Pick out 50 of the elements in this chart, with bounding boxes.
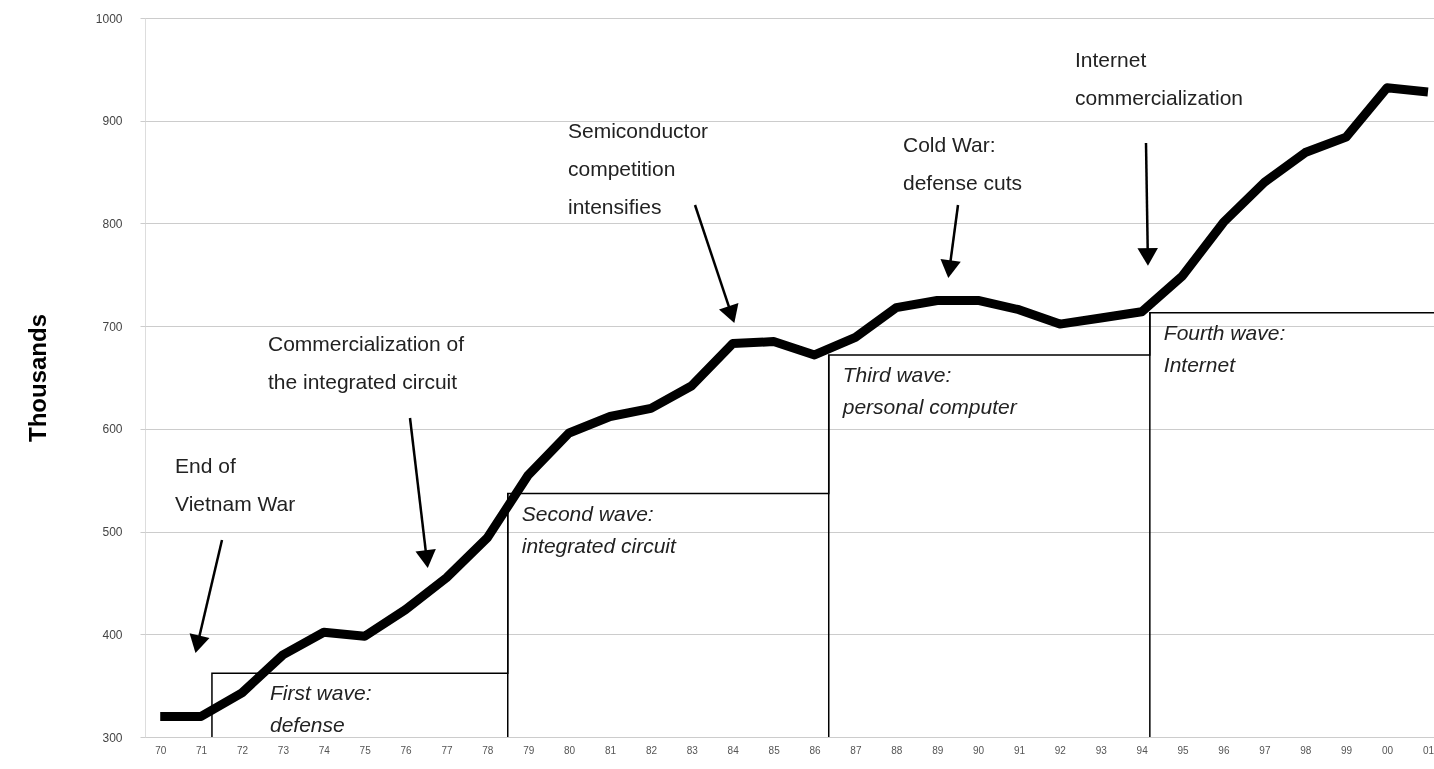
annotation: End of Vietnam War xyxy=(175,454,296,515)
x-tick-label: 82 xyxy=(645,744,658,756)
x-tick-label: 78 xyxy=(482,744,494,756)
y-tick-label: 900 xyxy=(102,114,123,129)
x-tick-label: 70 xyxy=(155,744,167,756)
x-tick-label: 72 xyxy=(236,744,249,756)
x-tick-label: 98 xyxy=(1300,744,1312,756)
annotation: Third wave: personal computer xyxy=(841,362,1018,418)
annotation: Semiconductor competition intensifies xyxy=(568,119,709,218)
x-tick-label: 83 xyxy=(686,744,699,756)
annotation: First wave: defense xyxy=(269,681,372,737)
x-tick-label: 90 xyxy=(973,744,985,756)
x-tick-label: 76 xyxy=(400,744,413,756)
x-tick-label: 79 xyxy=(523,744,535,756)
x-tick-label: 99 xyxy=(1341,744,1353,756)
annotation: Second wave: integrated circuit xyxy=(521,501,677,557)
x-tick-label: 95 xyxy=(1177,744,1190,756)
annotation: Internet commercialization xyxy=(1075,48,1244,109)
x-tick-label: 71 xyxy=(196,744,208,756)
x-tick-label: 88 xyxy=(891,744,903,756)
x-tick-label: 80 xyxy=(564,744,576,756)
y-tick-label: 700 xyxy=(102,319,123,334)
x-tick-label: 85 xyxy=(768,744,781,756)
annotation: Fourth wave: Internet xyxy=(1163,320,1286,376)
y-axis-title: Thousands xyxy=(23,313,51,443)
x-tick-label: 89 xyxy=(932,744,944,756)
x-tick-label: 91 xyxy=(1013,744,1026,756)
x-tick-label: 86 xyxy=(809,744,822,756)
y-tick-label: 500 xyxy=(102,525,123,540)
x-tick-label: 96 xyxy=(1218,744,1230,756)
y-tick-label: 800 xyxy=(102,216,123,231)
x-tick-label: 97 xyxy=(1259,744,1271,756)
y-tick-label: 1000 xyxy=(95,11,123,26)
x-tick-label: 84 xyxy=(727,744,740,756)
x-tick-label: 87 xyxy=(850,744,862,756)
x-tick-label: 00 xyxy=(1381,744,1394,756)
x-tick-label: 01 xyxy=(1422,744,1434,756)
x-tick-label: 74 xyxy=(318,744,331,756)
y-tick-label: 400 xyxy=(102,627,123,642)
x-tick-label: 93 xyxy=(1095,744,1108,756)
annotation: Commercialization of the integrated circuit xyxy=(268,332,465,393)
x-tick-label: 73 xyxy=(277,744,290,756)
x-tick-label: 75 xyxy=(359,744,372,756)
y-tick-label: 600 xyxy=(102,422,123,437)
x-tick-label: 77 xyxy=(441,744,454,756)
x-tick-label: 81 xyxy=(605,744,617,756)
x-tick-label: 94 xyxy=(1136,744,1149,756)
y-tick-label: 300 xyxy=(102,730,123,745)
x-tick-label: 92 xyxy=(1054,744,1067,756)
annotation: Cold War: defense cuts xyxy=(903,133,1023,194)
